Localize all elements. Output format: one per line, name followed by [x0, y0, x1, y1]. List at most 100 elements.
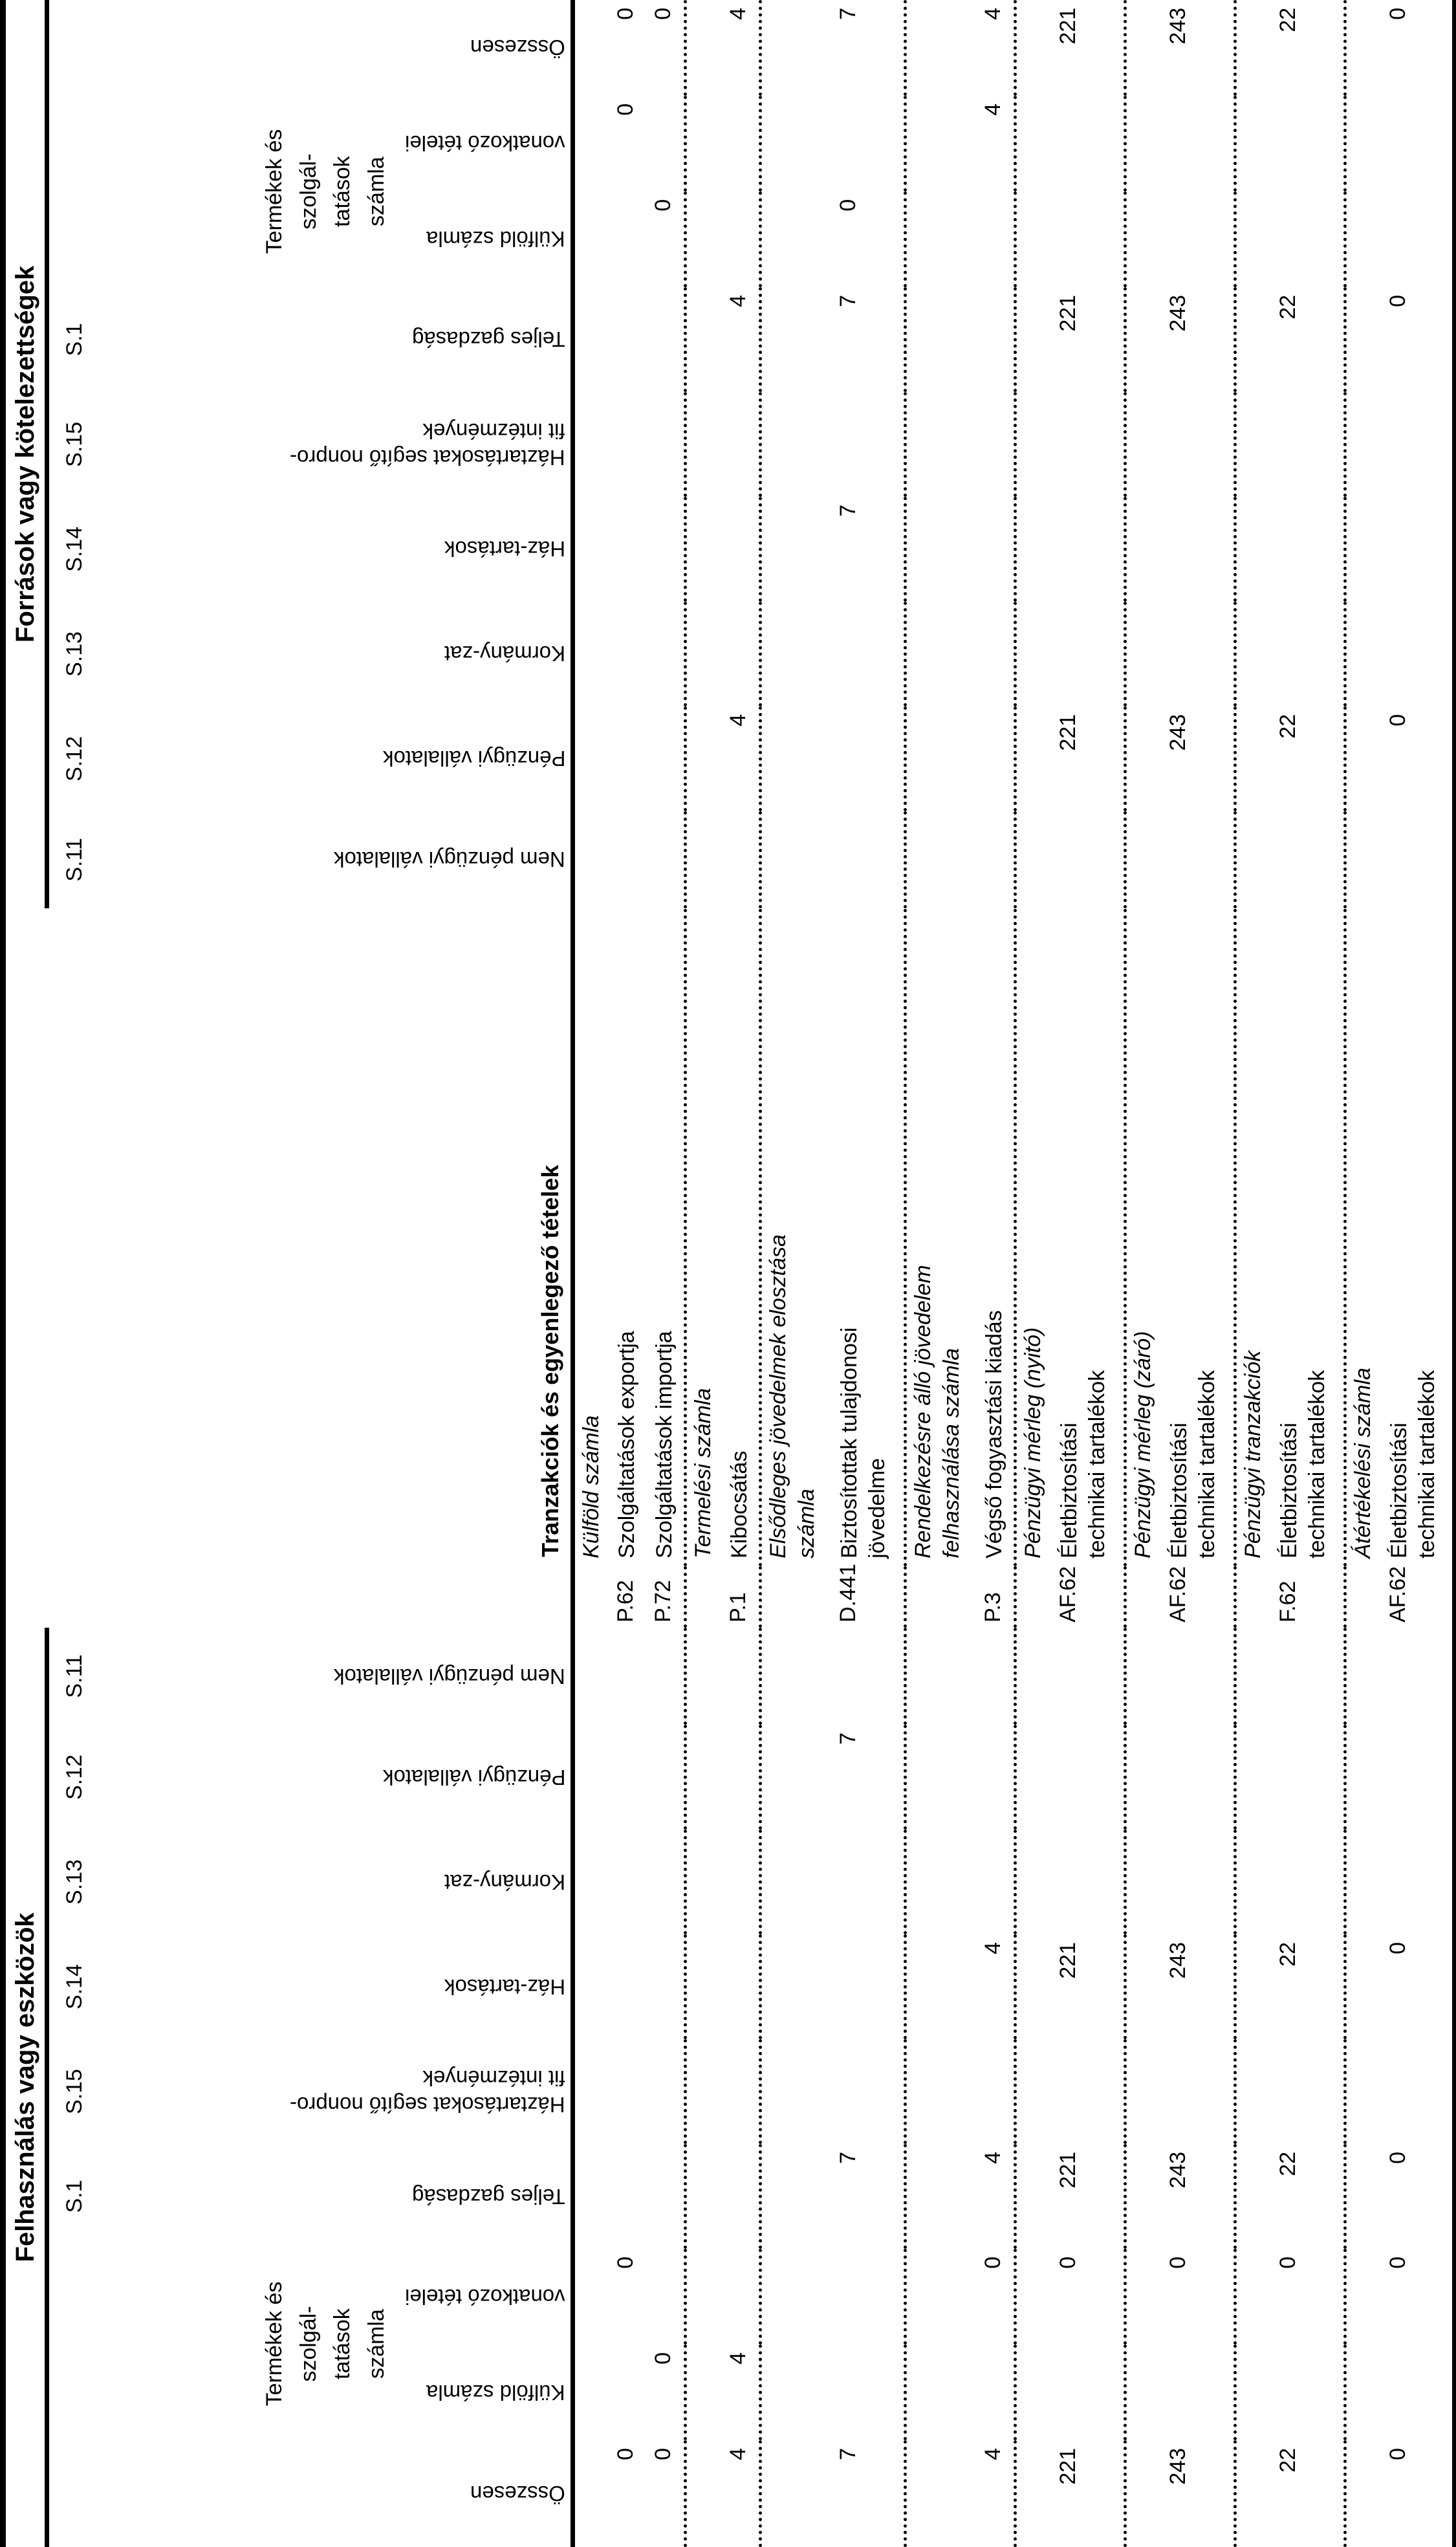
resources-value-cell: 221	[1055, 714, 1080, 751]
uses-value-cell: 0	[1382, 2440, 1455, 2547]
resources-value-cell: 4	[725, 7, 750, 20]
product-account-block-uses: Termékek és szolgál- tatások számla	[262, 2281, 389, 2407]
resources-value-cell	[833, 96, 906, 191]
account-heading-row: Pénzügyi mérleg (nyitó)	[1015, 0, 1053, 2547]
resources-value-cell	[978, 392, 1016, 497]
resources-value-cell	[1125, 706, 1163, 811]
transaction-row: 22 0 22 22 F.62 Életbiztosítási technikai tar…	[1273, 0, 1345, 2547]
uses-value-cell	[648, 1628, 686, 1725]
title-gap	[3, 908, 47, 1628]
sector-label: Teljes gazdaság	[412, 2184, 565, 2209]
resources-value-cell	[1125, 95, 1163, 191]
resources-value-cell	[648, 96, 686, 191]
resources-value-cell	[1345, 191, 1383, 287]
uses-value-cell	[1015, 2144, 1053, 2249]
resources-value-cell	[905, 496, 978, 602]
transaction-row: 0 0 P.72 Szolgáltatások importja 0 0	[648, 0, 686, 2547]
code-column-header	[93, 1566, 573, 1628]
resources-value-cell	[1163, 811, 1235, 908]
sector-label: Összesen	[470, 2482, 565, 2506]
uses-value-cell	[1235, 2249, 1273, 2345]
uses-value-cell	[685, 1627, 723, 1725]
account-heading-row: Külföld számla	[573, 0, 611, 2547]
resources-value-cell	[1125, 391, 1163, 497]
sector-code-cell	[47, 0, 94, 96]
sector-code-cell: S.15	[61, 421, 87, 467]
sector-code-cell: S.12	[61, 1754, 87, 1800]
transaction-code-cell	[1235, 1566, 1273, 1628]
resources-value-cell	[1273, 811, 1345, 908]
sector-label: Összesen	[470, 36, 565, 60]
sector-label-wrap: vonatkozó tételei	[405, 96, 565, 191]
uses-value-cell	[723, 1934, 761, 2039]
resources-value-cell	[1125, 811, 1163, 908]
resources-value-cell	[760, 95, 833, 191]
resources-value-cell	[760, 391, 833, 497]
resources-value-cell	[1235, 601, 1273, 706]
uses-value-cell: 243	[1165, 2448, 1190, 2485]
sector-label-cell: Háztartásokat segítő nonpro- fit intézmé…	[93, 2039, 573, 2144]
transaction-name-cell: Pénzügyi mérleg (nyitó)	[1015, 908, 1053, 1566]
transaction-code-cell	[1015, 1566, 1053, 1628]
resources-value-cell	[1125, 0, 1163, 96]
resources-value-cell: 0	[1382, 706, 1455, 811]
resources-value-cell	[1382, 811, 1455, 908]
uses-value-cell	[905, 1725, 978, 1830]
uses-value-cell	[685, 1830, 723, 1934]
sector-label-cell: Teljes gazdaság	[93, 287, 573, 392]
sector-label: vonatkozó tételei	[405, 131, 565, 156]
sector-label: Háztartásokat segítő nonpro- fit intézmé…	[290, 419, 565, 470]
resources-value-cell	[1345, 706, 1383, 811]
uses-value-cell	[1235, 2144, 1273, 2249]
uses-value-cell	[685, 2039, 723, 2144]
uses-value-cell	[1163, 1830, 1235, 1934]
uses-value-cell	[1345, 2249, 1383, 2345]
uses-value-cell	[1345, 2345, 1383, 2440]
account-heading-row: Átértékelési számla	[1345, 0, 1383, 2547]
sector-label-cell: Pénzügyi vállalatok	[93, 1725, 573, 1830]
uses-value-cell	[723, 2039, 761, 2144]
resources-value-cell	[1015, 706, 1053, 811]
sector-label: vonatkozó tételei	[405, 2284, 565, 2309]
resources-value-cell	[1015, 811, 1053, 908]
resources-value-cell	[573, 392, 611, 497]
uses-value-cell	[833, 1628, 906, 1725]
resources-value-cell	[573, 96, 611, 191]
sector-label-wrap: Teljes gazdaság	[412, 287, 565, 392]
resources-value-cell	[573, 602, 611, 706]
resources-value-cell	[1273, 602, 1345, 706]
sector-label: Kormány-zat	[444, 1870, 565, 1894]
resources-value-cell	[905, 0, 978, 96]
resources-value-cell	[760, 191, 833, 287]
uses-value-cell	[648, 2039, 686, 2144]
resources-value-cell	[1345, 496, 1383, 602]
resources-value-cell	[905, 706, 978, 811]
resources-value-cell	[723, 497, 761, 602]
transaction-code-cell: F.62	[1275, 1580, 1300, 1623]
resources-value-cell	[723, 811, 761, 908]
sector-code-cell: S.12	[61, 736, 87, 782]
transaction-code-cell	[685, 1566, 723, 1628]
uses-value-cell	[1235, 1934, 1273, 2039]
uses-value-cell	[685, 2440, 723, 2547]
sector-code-cell: S.1	[61, 323, 87, 356]
uses-value-cell	[1015, 2039, 1053, 2144]
resources-value-cell	[573, 191, 611, 287]
uses-value-cell	[1382, 2345, 1455, 2440]
resources-value-cell	[1345, 391, 1383, 497]
uses-value-cell	[1125, 2249, 1163, 2345]
uses-value-cell	[1163, 2345, 1235, 2440]
resources-value-cell	[1125, 191, 1163, 287]
uses-value-cell	[1163, 1725, 1235, 1830]
transaction-name-cell: Életbiztosítási technikai tartalékok	[1276, 1370, 1330, 1558]
resources-value-cell	[1015, 496, 1053, 602]
uses-value-cell	[723, 1830, 761, 1934]
uses-value-cell: 7	[835, 2448, 860, 2460]
sector-label-wrap: Háztartásokat segítő nonpro- fit intézmé…	[290, 2039, 565, 2144]
resources-value-cell	[723, 191, 761, 287]
uses-value-cell	[905, 1830, 978, 1934]
resources-value-cell	[1345, 287, 1383, 392]
resources-value-cell	[760, 811, 833, 908]
resources-value-cell: 7	[835, 294, 860, 307]
resources-value-cell	[685, 95, 723, 191]
